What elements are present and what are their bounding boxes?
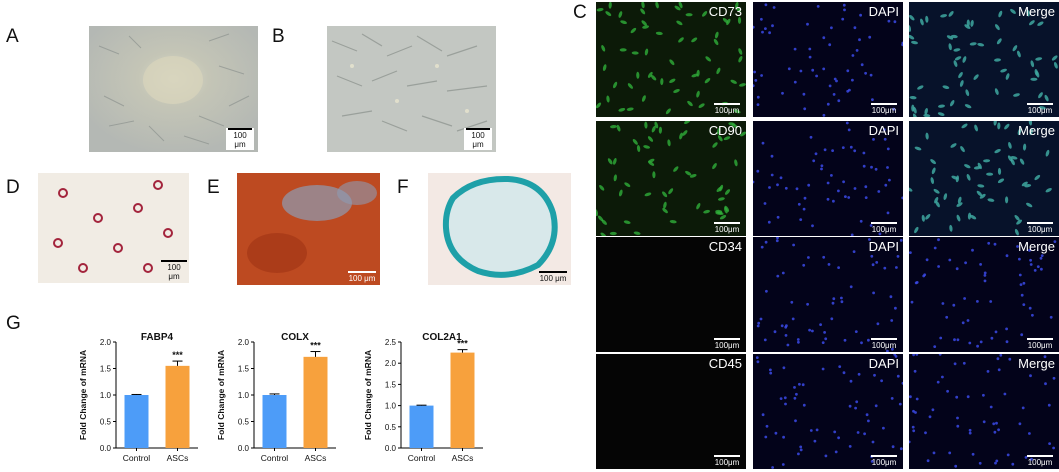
y-tick-label: 1.5 bbox=[100, 365, 112, 374]
fluor-cd73-merge: Merge 100μm bbox=[909, 2, 1059, 117]
fluor-scale-bar: 100μm bbox=[714, 338, 740, 350]
panel-label-g: G bbox=[6, 313, 21, 334]
bar-ascs bbox=[303, 356, 328, 448]
micrograph-d: 100 μm bbox=[38, 173, 189, 283]
fluor-label: Merge bbox=[1018, 239, 1055, 254]
bar-control bbox=[262, 395, 287, 448]
scale-bar-a: 100 μm bbox=[226, 128, 254, 150]
fluor-scale-bar: 100μm bbox=[714, 455, 740, 467]
y-tick-label: 2.5 bbox=[385, 338, 397, 347]
y-tick-label: 1.0 bbox=[238, 391, 250, 400]
fluor-label: DAPI bbox=[868, 239, 899, 254]
bar-control bbox=[409, 405, 434, 448]
fluor-label: CD73 bbox=[708, 4, 742, 19]
fluor-scale-bar: 100μm bbox=[714, 103, 740, 115]
y-axis-label: Fold Change of mRNA bbox=[363, 350, 373, 440]
y-tick-label: 2.0 bbox=[100, 338, 112, 347]
x-tick-label: ASCs bbox=[305, 453, 327, 463]
fluor-label: Merge bbox=[1018, 356, 1055, 371]
fluor-label: DAPI bbox=[868, 123, 899, 138]
micrograph-b: 100 μm bbox=[327, 26, 496, 152]
y-tick-label: 0.0 bbox=[238, 444, 250, 453]
significance-label: *** bbox=[457, 339, 468, 349]
fluor-scale-bar: 100μm bbox=[871, 222, 897, 234]
x-tick-label: ASCs bbox=[167, 453, 189, 463]
micrograph-e: 100 μm bbox=[237, 173, 380, 285]
scale-bar-d: 100 μm bbox=[161, 260, 187, 281]
panel-label-c: C bbox=[573, 2, 587, 23]
chart-colx: COLX 0.0 0.5 1.0 1.5 2.0 Fold Change of mRNA Co… bbox=[216, 332, 336, 463]
fluor-scale-bar: 100μm bbox=[871, 455, 897, 467]
fluor-scale-bar: 100μm bbox=[871, 338, 897, 350]
chart-fabp4: FABP4 0.0 0.5 1.0 1.5 2.0 Fold Change of mRNA C… bbox=[78, 332, 198, 463]
fluor-label: CD90 bbox=[708, 123, 742, 138]
x-tick-label: Control bbox=[408, 453, 436, 463]
fluor-scale-bar: 100μm bbox=[1027, 222, 1053, 234]
fluor-label: DAPI bbox=[868, 356, 899, 371]
fluor-label: Merge bbox=[1018, 4, 1055, 19]
scale-bar-e: 100 μm bbox=[348, 271, 376, 283]
x-tick-label: Control bbox=[123, 453, 151, 463]
fluor-scale-bar: 100μm bbox=[871, 103, 897, 115]
y-tick-label: 0.0 bbox=[385, 444, 397, 453]
y-tick-label: 1.5 bbox=[385, 380, 397, 389]
fluor-cd90-marker: CD90 100μm bbox=[596, 121, 746, 236]
y-tick-label: 0.5 bbox=[385, 423, 397, 432]
scale-bar-f: 100 μm bbox=[539, 271, 567, 283]
fluor-label: CD45 bbox=[708, 356, 742, 371]
fluor-scale-bar: 100μm bbox=[714, 222, 740, 234]
fluorescence-grid: CD73 100μm DAPI 100μm Merge 100μm CD90 100μm DAP… bbox=[596, 2, 1059, 472]
y-tick-label: 0.5 bbox=[100, 418, 112, 427]
panel-label-d: D bbox=[6, 177, 20, 198]
scale-bar-b: 100 μm bbox=[464, 128, 492, 150]
y-tick-label: 0.0 bbox=[100, 444, 112, 453]
chart-title: COLX bbox=[281, 332, 309, 343]
significance-label: *** bbox=[172, 350, 183, 360]
micrograph-a: 100 μm bbox=[89, 26, 258, 152]
fluor-cd45-marker: CD45 100μm bbox=[596, 354, 746, 469]
y-axis-label: Fold Change of mRNA bbox=[78, 350, 88, 440]
panel-label-e: E bbox=[207, 177, 220, 198]
y-tick-label: 0.5 bbox=[238, 418, 250, 427]
bar-ascs bbox=[165, 365, 190, 448]
fluor-scale-bar: 100μm bbox=[1027, 103, 1053, 115]
panel-label-a: A bbox=[6, 26, 19, 47]
y-tick-label: 2.0 bbox=[385, 359, 397, 368]
y-tick-label: 1.5 bbox=[238, 365, 250, 374]
fluor-label: CD34 bbox=[708, 239, 742, 254]
x-tick-label: Control bbox=[261, 453, 289, 463]
fluor-cd73-dapi: DAPI 100μm bbox=[753, 2, 903, 117]
panel-label-f: F bbox=[397, 177, 409, 198]
chart-title: FABP4 bbox=[141, 332, 174, 343]
chart-col2a1: COL2A1 0.0 0.5 1.0 1.5 2.0 2.5 Fold Change of m… bbox=[363, 332, 483, 463]
panel-label-b: B bbox=[272, 26, 285, 47]
fluor-scale-bar: 100μm bbox=[1027, 455, 1053, 467]
micrograph-f: 100 μm bbox=[428, 173, 571, 285]
bar-control bbox=[124, 395, 149, 448]
fluor-cd34-merge: Merge 100μm bbox=[909, 237, 1059, 352]
fluor-scale-bar: 100μm bbox=[1027, 338, 1053, 350]
bar-ascs bbox=[450, 352, 475, 448]
significance-label: *** bbox=[310, 341, 321, 351]
fluor-label: Merge bbox=[1018, 123, 1055, 138]
fluor-cd73-marker: CD73 100μm bbox=[596, 2, 746, 117]
fluor-cd34-marker: CD34 100μm bbox=[596, 237, 746, 352]
fluor-cd45-dapi: DAPI 100μm bbox=[753, 354, 903, 469]
fluor-cd34-dapi: DAPI 100μm bbox=[753, 237, 903, 352]
y-axis-label: Fold Change of mRNA bbox=[216, 350, 226, 440]
fluor-label: DAPI bbox=[868, 4, 899, 19]
fluor-cd90-dapi: DAPI 100μm bbox=[753, 121, 903, 236]
x-tick-label: ASCs bbox=[452, 453, 474, 463]
chart-title: COL2A1 bbox=[422, 332, 462, 343]
y-tick-label: 2.0 bbox=[238, 338, 250, 347]
fluor-cd90-merge: Merge 100μm bbox=[909, 121, 1059, 236]
y-tick-label: 1.0 bbox=[385, 402, 397, 411]
fluor-cd45-merge: Merge 100μm bbox=[909, 354, 1059, 469]
y-tick-label: 1.0 bbox=[100, 391, 112, 400]
